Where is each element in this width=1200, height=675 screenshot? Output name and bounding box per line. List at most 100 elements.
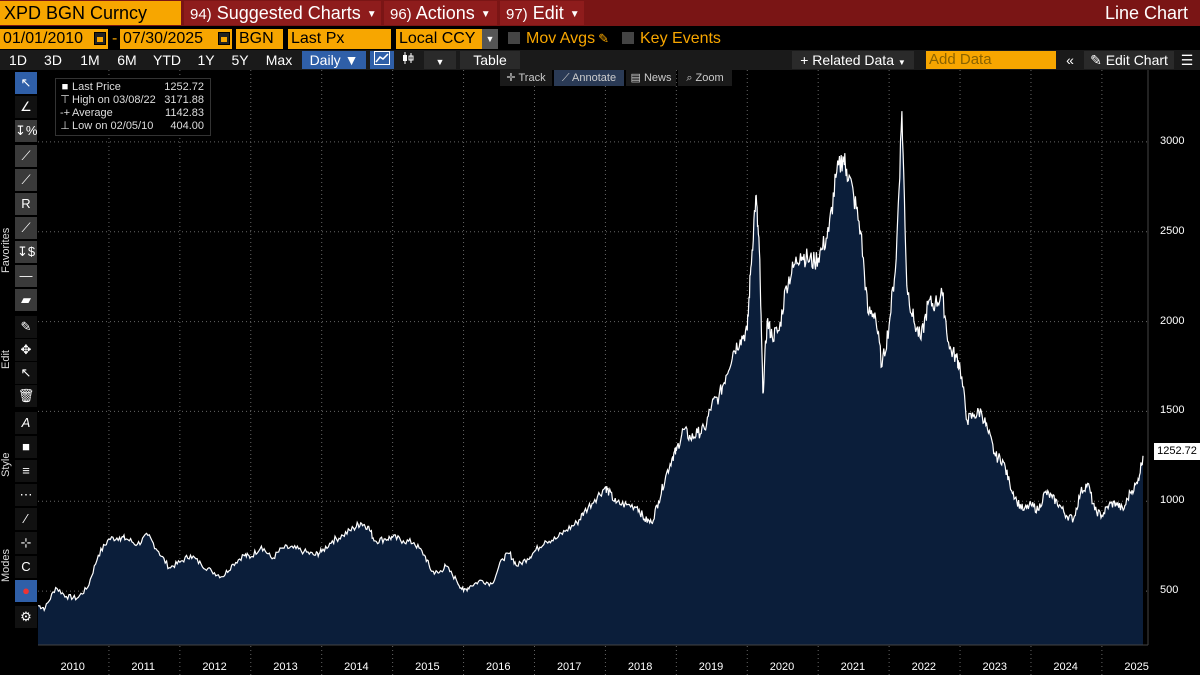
actions-menu[interactable]: 96) Actions ▼ bbox=[384, 1, 497, 25]
related-data-button[interactable]: + Related Data ▼ bbox=[792, 51, 914, 69]
key-events-checkbox[interactable]: Key Events bbox=[622, 29, 721, 49]
dotted-line-icon[interactable]: ⁄ bbox=[15, 508, 37, 530]
color-palette-icon[interactable]: ● bbox=[15, 580, 37, 602]
line-draw-icon[interactable]: ∠ bbox=[15, 96, 37, 118]
candlestick-icon[interactable] bbox=[396, 51, 420, 69]
x-tick-label: 2021 bbox=[840, 661, 866, 673]
caret-down-icon: ▼ bbox=[344, 52, 359, 68]
legend-label: High on 03/08/22 bbox=[72, 94, 156, 106]
caret-down-icon: ▼ bbox=[897, 58, 906, 67]
legend-low: ⊥ Low on 02/05/10 404.00 bbox=[60, 120, 208, 133]
x-tick-label: 2011 bbox=[131, 661, 156, 673]
font-icon[interactable]: A bbox=[15, 412, 37, 434]
legend-label: Average bbox=[72, 107, 113, 119]
range-ytd[interactable]: YTD bbox=[153, 52, 181, 68]
low-marker-icon: ⊥ bbox=[60, 120, 70, 132]
legend-high: ⊤ High on 03/08/22 3171.88 bbox=[60, 94, 208, 107]
track-tab[interactable]: ✛ Track bbox=[500, 70, 552, 86]
fib-line-icon[interactable]: ⟋ bbox=[15, 217, 37, 239]
legend-last-price[interactable]: ■ Last Price 1252.72 bbox=[60, 81, 208, 94]
range-1d[interactable]: 1D bbox=[9, 52, 27, 68]
range-6m[interactable]: 6M bbox=[117, 52, 137, 68]
line-style-icon[interactable]: ⋯ bbox=[15, 484, 37, 506]
crosshair-mode-icon[interactable]: ⊹ bbox=[15, 532, 37, 554]
menu-number: 96) bbox=[390, 6, 412, 23]
favorites-section-label: Favorites bbox=[0, 227, 12, 273]
checkbox-icon bbox=[622, 32, 634, 44]
ticker-field[interactable]: XPD BGN Curncy bbox=[0, 1, 181, 25]
chart-legend: ■ Last Price 1252.72 ⊤ High on 03/08/22 … bbox=[55, 78, 211, 136]
suggested-charts-menu[interactable]: 94) Suggested Charts ▼ bbox=[184, 1, 381, 25]
legend-value: 1142.83 bbox=[165, 107, 204, 119]
magnet-icon[interactable]: C bbox=[15, 556, 37, 578]
pointer-icon[interactable]: ↖ bbox=[15, 72, 37, 94]
percent-tool-icon[interactable]: ↧% bbox=[15, 120, 37, 142]
frequency-select[interactable]: Daily ▼ bbox=[302, 51, 366, 69]
end-date-value: 07/30/2025 bbox=[123, 30, 204, 47]
brush-icon[interactable]: ✎ bbox=[15, 316, 37, 338]
price-tool-icon[interactable]: ↧$ bbox=[15, 241, 37, 263]
range-1y[interactable]: 1Y bbox=[197, 52, 215, 68]
x-tick-label: 2010 bbox=[60, 661, 85, 673]
select-move-icon[interactable]: ↖ bbox=[15, 362, 37, 384]
y-tick-label: 500 bbox=[1160, 584, 1179, 597]
pencil-line-icon: ⟋ bbox=[561, 72, 570, 84]
legend-value: 3171.88 bbox=[164, 94, 204, 106]
news-tab[interactable]: ▤ News bbox=[626, 70, 676, 86]
y-tick-label: 2500 bbox=[1160, 224, 1185, 237]
start-date-value: 01/01/2010 bbox=[3, 30, 84, 47]
legend-average: ‑+ Average 1142.83 bbox=[60, 107, 208, 120]
calendar-icon[interactable] bbox=[94, 32, 106, 45]
source-input[interactable]: BGN bbox=[236, 29, 283, 49]
date-separator: - bbox=[112, 30, 118, 47]
horizontal-line-icon[interactable]: — bbox=[15, 265, 37, 287]
menu-label: Actions bbox=[415, 3, 475, 23]
field-input[interactable]: Last Px bbox=[288, 29, 391, 49]
edit-chart-button[interactable]: ✎ Edit Chart bbox=[1084, 51, 1174, 69]
menu-number: 94) bbox=[190, 6, 212, 23]
edit-chart-label: Edit Chart bbox=[1105, 52, 1168, 68]
gear-icon[interactable]: ⚙ bbox=[15, 606, 37, 628]
mov-avgs-checkbox[interactable]: Mov Avgs ✎ bbox=[508, 29, 609, 49]
x-tick-label: 2013 bbox=[273, 661, 298, 673]
collapse-icon[interactable]: « bbox=[1066, 52, 1074, 68]
chart-style-dropdown[interactable]: ▼ bbox=[424, 51, 456, 69]
trash-icon[interactable]: 🗑 bbox=[15, 385, 37, 407]
table-button[interactable]: Table bbox=[460, 51, 520, 69]
y-tick-label: 3000 bbox=[1160, 134, 1185, 147]
chart-type-title: Line Chart bbox=[1104, 3, 1188, 23]
edit-menu[interactable]: 97) Edit ▼ bbox=[500, 1, 584, 25]
color-fill-icon[interactable]: ■ bbox=[15, 436, 37, 458]
key-events-label: Key Events bbox=[640, 30, 721, 47]
zoom-tab[interactable]: ⌕ Zoom bbox=[678, 70, 732, 86]
y-tick-label: 1000 bbox=[1160, 494, 1185, 507]
range-1m[interactable]: 1M bbox=[80, 52, 100, 68]
caret-down-icon: ▼ bbox=[480, 9, 491, 20]
line-chart-icon[interactable] bbox=[370, 51, 394, 69]
retracement-icon[interactable]: R bbox=[15, 193, 37, 215]
move-icon[interactable]: ✥ bbox=[15, 339, 37, 361]
currency-select[interactable]: Local CCY ▼ bbox=[396, 29, 498, 49]
add-data-input[interactable]: Add Data bbox=[926, 51, 1056, 69]
end-date-input[interactable]: 07/30/2025 bbox=[120, 29, 232, 49]
line-weight-icon[interactable]: ≡ bbox=[15, 460, 37, 482]
start-date-input[interactable]: 01/01/2010 bbox=[0, 29, 108, 49]
dropdown-arrow-icon[interactable]: ▼ bbox=[482, 29, 498, 49]
annotate-tab[interactable]: ⟋ Annotate bbox=[554, 70, 624, 86]
high-marker-icon: ⊤ bbox=[60, 94, 70, 106]
calendar-icon[interactable] bbox=[218, 32, 230, 45]
trendline-icon[interactable]: ⟋ bbox=[15, 145, 37, 167]
menu-icon[interactable]: ☰ bbox=[1180, 52, 1194, 68]
square-icon: ■ bbox=[61, 81, 69, 93]
annotate-label: Annotate bbox=[572, 72, 617, 84]
range-3d[interactable]: 3D bbox=[44, 52, 62, 68]
band-icon[interactable]: ▰ bbox=[15, 289, 37, 311]
pencil-icon[interactable]: ✎ bbox=[598, 31, 609, 46]
range-max[interactable]: Max bbox=[265, 52, 293, 68]
caret-down-icon: ▼ bbox=[435, 57, 445, 67]
range-5y[interactable]: 5Y bbox=[231, 52, 249, 68]
related-data-label: Related Data bbox=[812, 52, 894, 68]
channel-icon[interactable]: ⟋ bbox=[15, 169, 37, 191]
modes-section-label: Modes bbox=[0, 548, 12, 582]
